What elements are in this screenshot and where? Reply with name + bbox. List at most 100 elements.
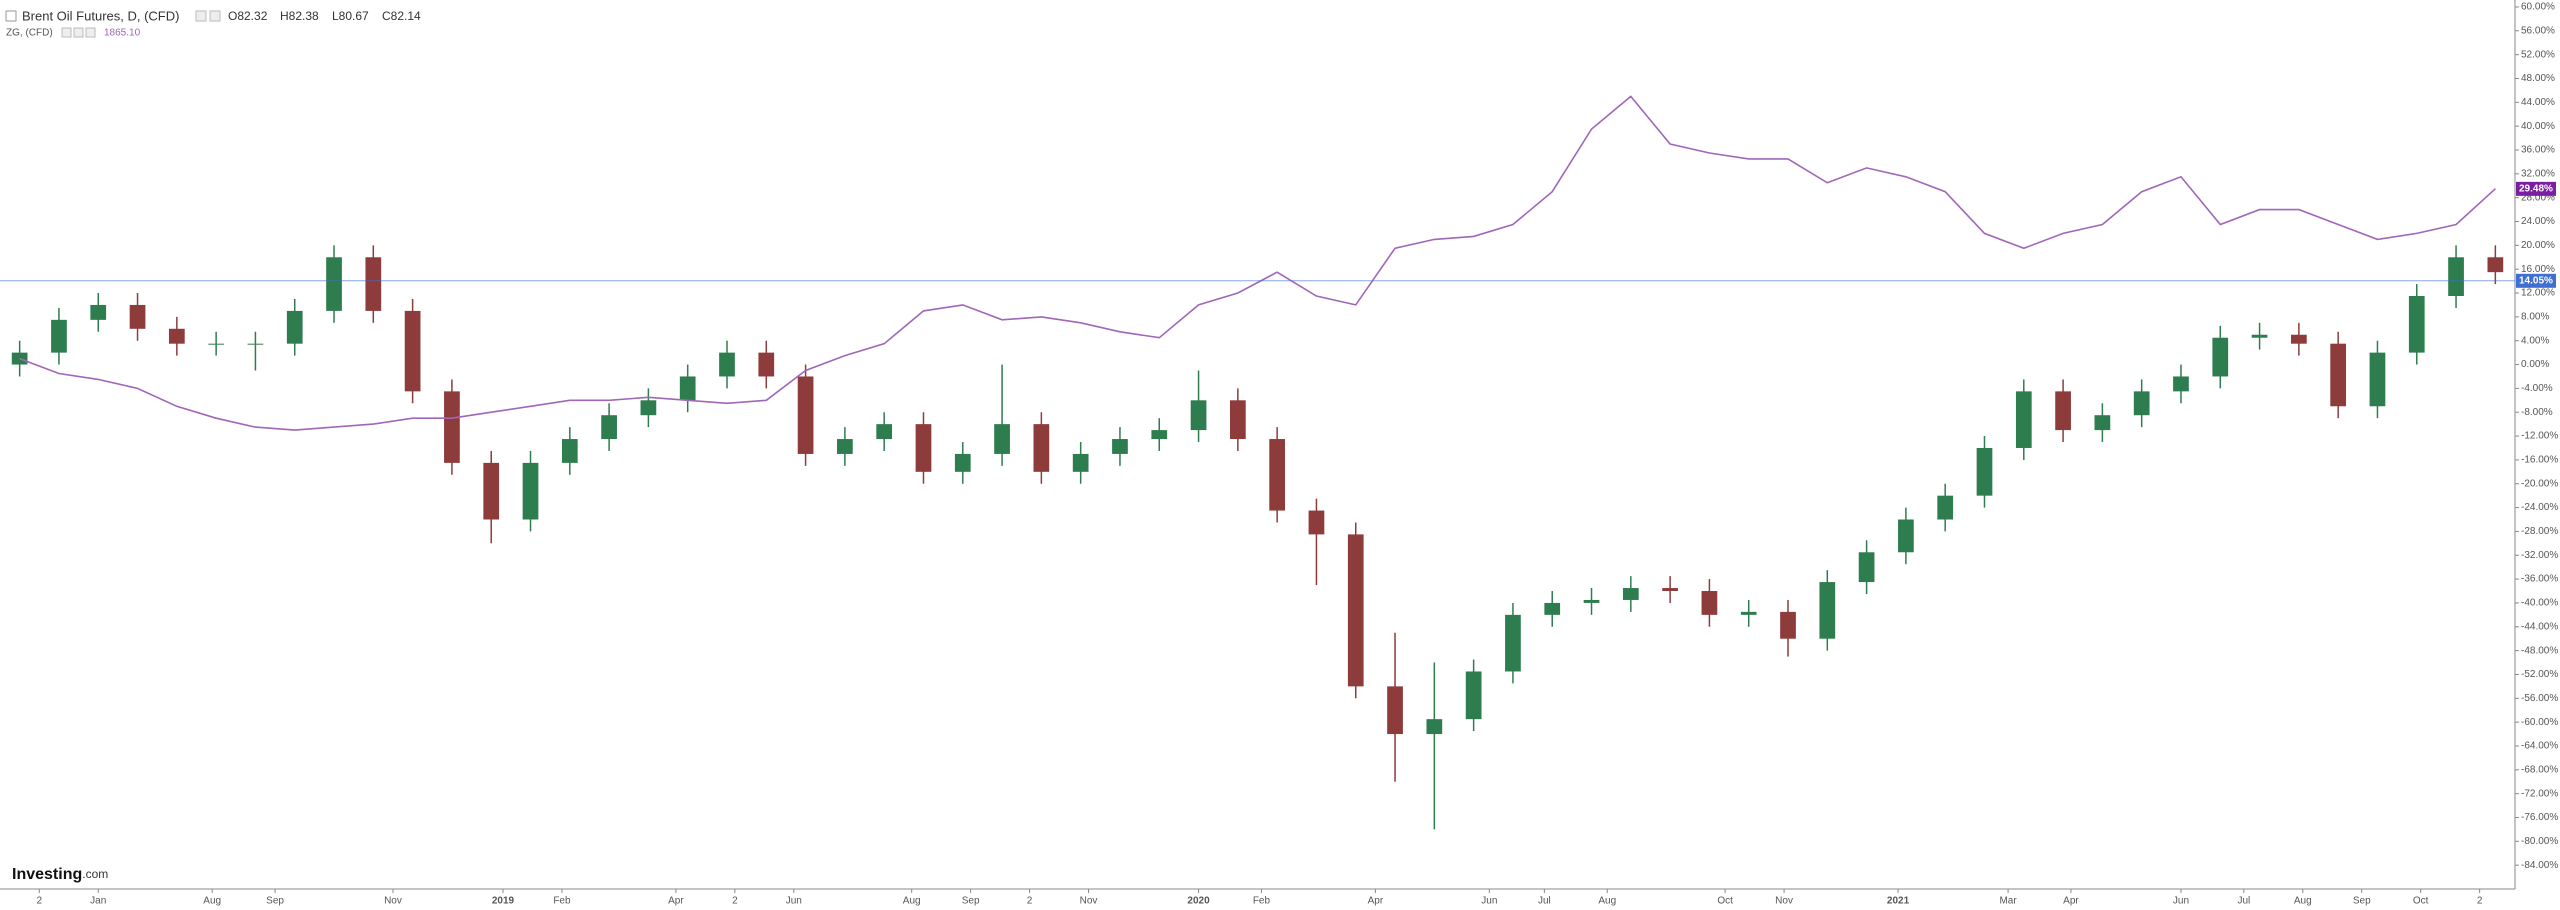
candle-body (758, 352, 775, 377)
candle-body (1347, 534, 1364, 687)
y-tick-label: -8.00% (2521, 407, 2553, 418)
y-tick-label: -36.00% (2521, 574, 2558, 585)
candle-body (2291, 334, 2307, 344)
y-tick-label: -56.00% (2521, 693, 2558, 704)
candle-body (1033, 424, 1050, 472)
logo: Investing.com (12, 866, 108, 883)
logo-suffix: .com (82, 867, 108, 881)
y-tick-label: -44.00% (2521, 621, 2558, 632)
candle-body (837, 439, 853, 454)
legend-gold: ZG, (CFD) (6, 28, 53, 39)
candle-body (208, 343, 224, 345)
x-tick-label: Apr (668, 896, 684, 907)
candle-body (365, 257, 382, 311)
candle-body (1072, 453, 1089, 472)
candle-body (876, 424, 893, 440)
x-tick-label: Sep (266, 896, 284, 907)
x-tick-label: Mar (1999, 896, 2017, 907)
x-tick-label: Oct (2413, 896, 2429, 907)
candle-body (483, 462, 500, 520)
candle-body (2173, 376, 2189, 392)
price-badge-label: 14.05% (2519, 275, 2553, 286)
candle-body (1544, 602, 1561, 615)
price-badge (2516, 181, 2556, 196)
ohlc-low: L80.67 (332, 9, 369, 23)
candle-body (1622, 588, 1639, 600)
x-tick-label: Jun (786, 896, 802, 907)
candle-body (1780, 611, 1796, 639)
x-tick-label: Nov (384, 896, 402, 907)
candle-body (2212, 337, 2229, 377)
y-tick-label: -72.00% (2521, 788, 2558, 799)
x-tick-label: Feb (1253, 896, 1271, 907)
x-tick-label: Aug (903, 896, 921, 907)
candle-body (2330, 343, 2347, 407)
y-tick-label: 0.00% (2521, 359, 2549, 370)
y-tick-label: -80.00% (2521, 836, 2558, 847)
y-tick-label: 36.00% (2521, 145, 2555, 156)
candle-body (601, 415, 617, 440)
y-tick-label: 52.00% (2521, 49, 2555, 60)
x-tick-label: Oct (1717, 896, 1733, 907)
x-tick-label: 2021 (1887, 896, 1910, 907)
y-tick-label: -32.00% (2521, 550, 2558, 561)
x-tick-label: 2019 (492, 896, 515, 907)
y-tick-label: -24.00% (2521, 502, 2558, 513)
x-tick-label: 2 (732, 896, 738, 907)
candle-body (1112, 439, 1128, 454)
y-tick-label: -40.00% (2521, 598, 2558, 609)
hide-icon[interactable] (85, 27, 96, 38)
x-tick-label: Apr (1368, 896, 1384, 907)
candle-body (90, 304, 107, 320)
y-tick-label: 20.00% (2521, 240, 2555, 251)
y-tick-label: 4.00% (2521, 335, 2549, 346)
x-tick-label: Sep (2353, 896, 2371, 907)
y-tick-label: -52.00% (2521, 669, 2558, 680)
close-icon[interactable] (209, 10, 221, 22)
chart-title: Brent Oil Futures, D, (CFD) (22, 8, 179, 23)
collapse-icon[interactable] (5, 10, 17, 22)
candle-body (129, 304, 146, 329)
candle-body (679, 376, 696, 401)
candle-body (2015, 391, 2032, 448)
candle-body (1505, 614, 1521, 672)
y-tick-label: 56.00% (2521, 25, 2555, 36)
settings-icon[interactable] (195, 10, 207, 22)
candle-body (1151, 430, 1168, 440)
y-tick-label: -28.00% (2521, 526, 2558, 537)
candle-body (2487, 257, 2504, 273)
candle-body (1583, 599, 1600, 603)
y-tick-label: 24.00% (2521, 216, 2555, 227)
y-tick-label: 28.00% (2521, 192, 2555, 203)
candle-body (797, 376, 814, 454)
candle-body (1269, 439, 1286, 511)
candle-body (1937, 495, 1954, 520)
candle-body (444, 391, 460, 463)
ohlc-open: O82.32 (228, 9, 268, 23)
price-badge (2516, 273, 2556, 288)
y-tick-label: -12.00% (2521, 431, 2558, 442)
legend-gold-value: 1865.10 (104, 28, 141, 39)
x-tick-label: Nov (1080, 896, 1098, 907)
candle-body (2448, 257, 2464, 297)
candle-body (247, 343, 264, 345)
y-tick-label: -20.00% (2521, 478, 2558, 489)
y-tick-label: 8.00% (2521, 312, 2549, 323)
x-tick-label: Sep (962, 896, 980, 907)
candle-body (640, 400, 657, 416)
candle-body (404, 310, 421, 392)
x-tick-label: Jul (1538, 896, 1551, 907)
settings-icon[interactable] (61, 27, 72, 38)
candle-body (1308, 510, 1325, 535)
y-tick-label: -76.00% (2521, 812, 2558, 823)
candle-body (326, 257, 342, 311)
candle-body (994, 424, 1010, 454)
candle-body (2094, 415, 2111, 431)
candle-body (2408, 296, 2425, 353)
candle-body (2055, 391, 2071, 431)
close-icon[interactable] (73, 27, 84, 38)
candle-body (2251, 334, 2268, 338)
candle-body (1662, 588, 1678, 592)
